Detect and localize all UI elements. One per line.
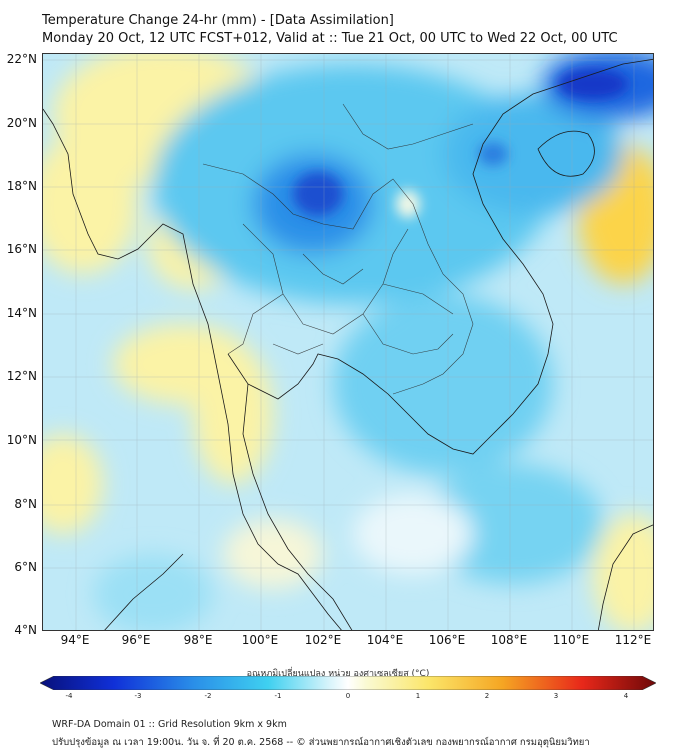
colorbar-tick: -3 bbox=[134, 692, 142, 700]
lat-label-4n: 4°N bbox=[14, 623, 37, 637]
lon-label-112e: 112°E bbox=[614, 633, 652, 647]
lon-label-98e: 98°E bbox=[183, 633, 213, 647]
lat-label-16n: 16°N bbox=[6, 242, 37, 256]
lat-label-20n: 20°N bbox=[6, 116, 37, 130]
lon-label-102e: 102°E bbox=[304, 633, 342, 647]
lat-label-14n: 14°N bbox=[6, 306, 37, 320]
lat-label-18n: 18°N bbox=[6, 179, 37, 193]
chart-subtitle: Monday 20 Oct, 12 UTC FCST+012, Valid at… bbox=[42, 31, 618, 46]
colorbar-tick: 1 bbox=[415, 692, 421, 700]
lon-label-96e: 96°E bbox=[121, 633, 151, 647]
lat-label-22n: 22°N bbox=[6, 52, 37, 66]
colorbar-tick: 3 bbox=[553, 692, 559, 700]
colorbar bbox=[40, 676, 656, 690]
chart-title: Temperature Change 24-hr (mm) - [Data As… bbox=[42, 13, 394, 28]
colorbar-tick: -1 bbox=[274, 692, 282, 700]
lon-label-104e: 104°E bbox=[366, 633, 404, 647]
map-panel bbox=[42, 53, 654, 631]
field-detail bbox=[293, 69, 628, 218]
colorbar-title: อุณหภูมิเปลี่ยนแปลง หน่วย องศาเซลเซียส (… bbox=[246, 669, 430, 679]
lat-label-8n: 8°N bbox=[14, 497, 37, 511]
lat-label-12n: 12°N bbox=[6, 369, 37, 383]
colorbar-tick: 2 bbox=[484, 692, 490, 700]
lat-label-10n: 10°N bbox=[6, 433, 37, 447]
colorbar-tick: -4 bbox=[65, 692, 73, 700]
admin-borders bbox=[202, 103, 474, 395]
lat-label-6n: 6°N bbox=[14, 560, 37, 574]
footer-domain-info: WRF-DA Domain 01 :: Grid Resolution 9km … bbox=[52, 719, 287, 730]
graticule bbox=[43, 54, 653, 630]
lon-label-108e: 108°E bbox=[490, 633, 528, 647]
lon-label-100e: 100°E bbox=[241, 633, 279, 647]
lon-label-94e: 94°E bbox=[60, 633, 90, 647]
footer-credits: ปรับปรุงข้อมูล ณ เวลา 19:00น. วัน จ. ที่… bbox=[52, 737, 590, 748]
colorbar-tick: -2 bbox=[204, 692, 212, 700]
lon-label-110e: 110°E bbox=[552, 633, 590, 647]
coastlines bbox=[43, 58, 653, 630]
temperature-change-map bbox=[43, 54, 653, 630]
colorbar-tick: 4 bbox=[623, 692, 629, 700]
colorbar-tick: 0 bbox=[345, 692, 351, 700]
lon-label-106e: 106°E bbox=[428, 633, 466, 647]
